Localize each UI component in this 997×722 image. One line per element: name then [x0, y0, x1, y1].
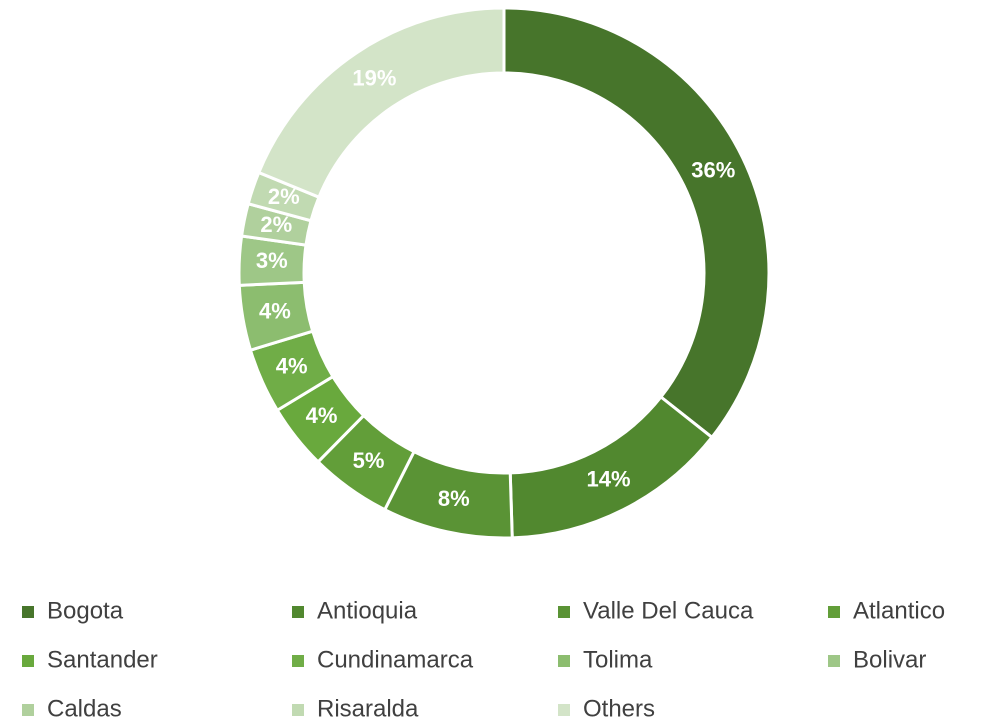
data-label: 2% [260, 212, 292, 237]
legend-label: Atlantico [853, 597, 945, 624]
legend-label: Bolivar [853, 646, 926, 673]
legend-label: Caldas [47, 695, 122, 722]
data-label: 4% [259, 298, 291, 323]
legend-label: Tolima [583, 646, 653, 673]
legend-swatch [828, 655, 840, 667]
legend-label: Cundinamarca [317, 646, 474, 673]
legend-label: Others [583, 695, 655, 722]
legend-swatch [558, 704, 570, 716]
donut-slice [502, 6, 771, 440]
legend-label: Valle Del Cauca [583, 597, 754, 624]
legend-swatch [558, 655, 570, 667]
legend-swatch [22, 655, 34, 667]
legend-swatch [292, 704, 304, 716]
data-label: 3% [256, 248, 288, 273]
data-label: 4% [306, 403, 338, 428]
data-label: 14% [587, 466, 631, 491]
legend-swatch [22, 606, 34, 618]
legend-swatch [292, 606, 304, 618]
legend-label: Bogota [47, 597, 124, 624]
legend-swatch [292, 655, 304, 667]
legend-swatch [828, 606, 840, 618]
legend-label: Santander [47, 646, 158, 673]
legend-swatch [558, 606, 570, 618]
legend-label: Antioquia [317, 597, 418, 624]
data-label: 36% [691, 157, 735, 182]
legend-label: Risaralda [317, 695, 419, 722]
legend-swatch [22, 704, 34, 716]
donut-slice [256, 6, 506, 200]
data-label: 5% [353, 448, 385, 473]
data-label: 8% [438, 486, 470, 511]
data-label: 19% [352, 66, 396, 91]
data-label: 4% [276, 354, 308, 379]
